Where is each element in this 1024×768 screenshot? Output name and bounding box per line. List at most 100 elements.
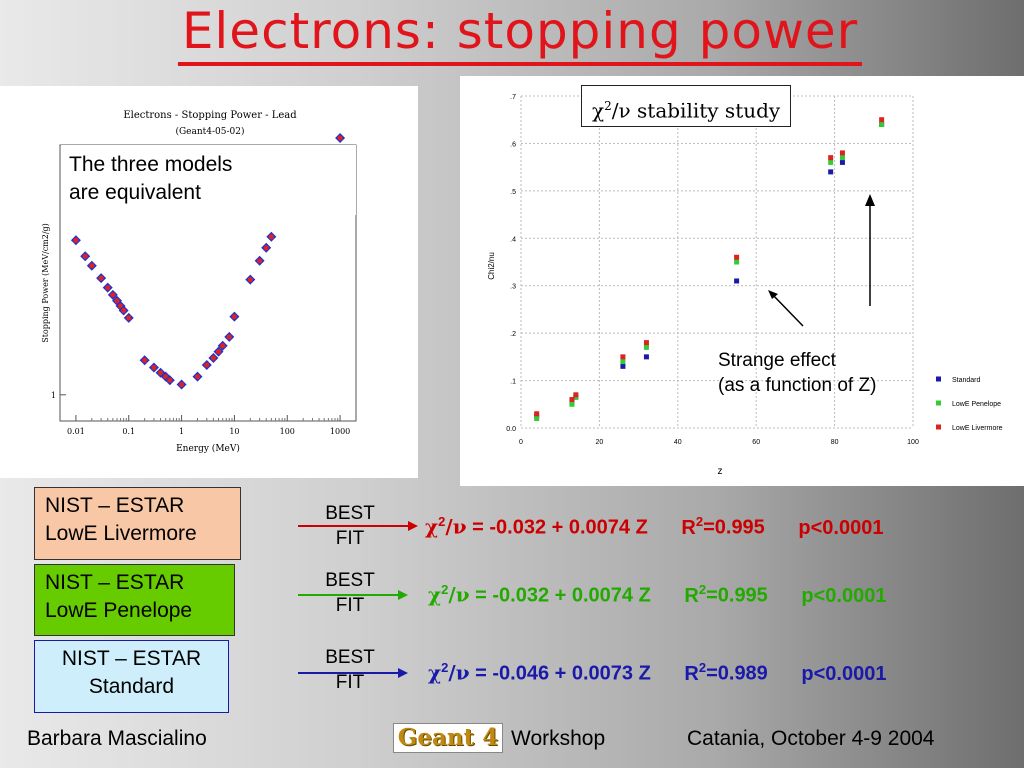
r2-value: =0.995 <box>703 516 765 539</box>
chi2-point <box>620 354 626 360</box>
chi2-stability-chart-panel: 0.0.1.2.3.4.5.6.7 0 20 40 60 80 100 z Chi2/nu … <box>460 76 1024 486</box>
stopping-power-point-core <box>226 334 232 340</box>
left-x-tick-label: 100 <box>280 427 295 436</box>
left-chart-title: Electrons - Stopping Power - Lead <box>123 110 297 121</box>
stopping-power-point-core <box>268 234 274 240</box>
chi2-point <box>828 155 834 161</box>
chi2-point <box>828 159 834 165</box>
right-x-tick-label: 80 <box>831 439 839 446</box>
penelope-best-label: BEST <box>325 570 375 591</box>
chi2-point <box>569 401 575 407</box>
penelope-best-fit-label: BEST FIT <box>305 568 395 618</box>
stopping-power-point-core <box>110 292 116 298</box>
fit-formula: = -0.032 + 0.0074 Z <box>466 516 648 539</box>
livermore-fit-equation: χ2/ν = -0.032 + 0.0074 Z R2=0.995 p<0.00… <box>425 514 883 540</box>
livermore-best-fit-label: BEST FIT <box>305 501 395 551</box>
chi2-point <box>620 363 626 369</box>
left-x-tick-label: 1000 <box>330 427 350 436</box>
r-label: R <box>684 662 699 685</box>
chi2-study-title-box: χ2/ν stability study <box>581 85 792 127</box>
left-x-tick-label: 1 <box>179 427 184 436</box>
livermore-arrow <box>298 521 418 531</box>
geant4-logo-text: Geant 4 <box>397 724 499 751</box>
strange-effect-line2: (as a function of Z) <box>718 375 877 396</box>
chi2-point <box>569 397 575 403</box>
chi2-point <box>620 359 626 365</box>
right-x-tick-label: 40 <box>674 439 682 446</box>
chi2-point <box>879 121 885 127</box>
p-value: p<0.0001 <box>801 662 887 685</box>
right-y-tick-label: .1 <box>510 379 516 386</box>
chi-sup: 2 <box>438 514 446 529</box>
right-x-tick-label: 20 <box>596 439 604 446</box>
chi2-point <box>534 411 540 417</box>
standard-model-box: NIST – ESTAR Standard <box>34 640 229 713</box>
chi2-point <box>643 354 649 360</box>
stopping-power-point-core <box>151 364 157 371</box>
stopping-power-point-core <box>163 374 169 380</box>
chi2-point <box>734 278 740 284</box>
stopping-power-point-core <box>105 285 111 291</box>
right-x-tick-label: 100 <box>907 439 919 446</box>
stopping-power-point-core <box>231 314 238 320</box>
standard-best-fit-label: BEST FIT <box>305 645 395 695</box>
standard-arrow <box>298 668 408 678</box>
stopping-power-point-core <box>194 374 201 380</box>
standard-best-label: BEST <box>325 647 375 668</box>
livermore-box-line1: NIST – ESTAR <box>45 494 185 517</box>
penelope-model-box: NIST – ESTAR LowE Penelope <box>34 564 235 636</box>
geant4-logo: Geant 4 <box>393 723 503 753</box>
legend-swatch <box>936 376 941 382</box>
r-label: R <box>684 584 699 607</box>
right-y-tick-label: .6 <box>510 141 516 148</box>
chi2-point <box>573 392 579 398</box>
standard-box-line2: Standard <box>88 675 175 698</box>
r-sup: 2 <box>695 514 704 529</box>
stopping-power-point-core <box>247 276 253 283</box>
left-annotation-box: The three models are equivalent <box>61 145 356 215</box>
stopping-power-point-core <box>263 245 269 251</box>
stopping-power-point-core <box>121 307 127 314</box>
penelope-arrow <box>298 590 408 600</box>
left-y-axis-label: Stopping Power (MeV/cm2/g) <box>41 223 50 343</box>
right-y-axis-label: Chi2/nu <box>487 252 496 280</box>
livermore-box-line2: LowE Livermore <box>45 522 197 545</box>
stopping-power-point-core <box>257 258 263 264</box>
chi-symbol: χ <box>428 660 442 685</box>
right-y-tick-label: .5 <box>510 189 516 196</box>
stopping-power-point-core <box>337 135 343 141</box>
nu-symbol: /ν <box>448 660 470 685</box>
legend-label: LowE Livermore <box>952 425 1003 432</box>
chi-symbol: χ <box>428 582 442 607</box>
right-y-tick-label: .7 <box>510 94 516 101</box>
r-sup: 2 <box>698 582 707 597</box>
penelope-box-line1: NIST – ESTAR <box>45 571 185 594</box>
stopping-power-point-core <box>215 349 222 355</box>
right-y-tick-label: .4 <box>510 236 516 243</box>
chi-symbol: χ <box>425 514 439 539</box>
chi-symbol: χ <box>592 98 605 123</box>
legend-swatch <box>936 424 941 430</box>
r2-value: =0.989 <box>706 662 768 685</box>
strange-effect-line1: Strange effect <box>718 350 836 371</box>
chi2-point <box>839 155 845 161</box>
stopping-power-chart-panel: Electrons - Stopping Power - Lead (Geant… <box>0 86 418 478</box>
right-y-tick-label: 0.0 <box>506 426 516 433</box>
livermore-model-box: NIST – ESTAR LowE Livermore <box>34 487 241 560</box>
right-y-tick-label: .3 <box>510 284 516 291</box>
left-x-axis-label: Energy (MeV) <box>176 443 240 454</box>
penelope-box-line2: LowE Penelope <box>45 599 193 622</box>
fit-formula: = -0.046 + 0.0073 Z <box>469 662 651 685</box>
chi-superscript: 2 <box>604 99 612 113</box>
chi-sup: 2 <box>441 660 449 675</box>
livermore-fit-label: FIT <box>335 528 365 549</box>
chi-sup: 2 <box>441 582 449 597</box>
chi2-point <box>828 169 834 175</box>
strange-effect-annotation: Strange effect (as a function of Z) <box>718 348 876 398</box>
stopping-power-point-core <box>157 370 164 376</box>
left-annotation-line2: are equivalent <box>69 181 201 204</box>
r-sup: 2 <box>698 660 707 675</box>
chi2-point <box>643 340 649 346</box>
strange-effect-arrow <box>770 292 804 327</box>
left-x-tick-label: 10 <box>229 427 239 436</box>
